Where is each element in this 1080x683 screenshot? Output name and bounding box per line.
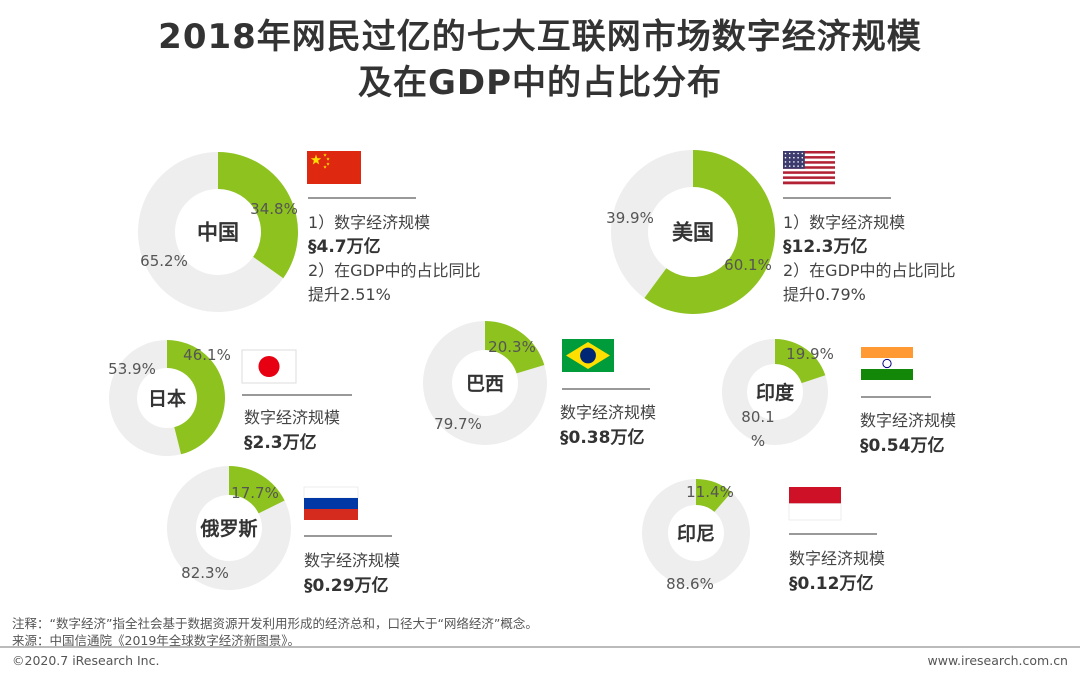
chart-title: 2018年网民过亿的七大互联网市场数字经济规模 及在GDP中的占比分布 xyxy=(0,14,1080,106)
country-name: 印尼 xyxy=(677,523,715,545)
country-group: 巴西 79.7% 20.3% 数字经济规模 §0.38万亿 xyxy=(423,321,656,448)
country-name: 美国 xyxy=(672,221,714,245)
country-name: 俄罗斯 xyxy=(199,517,257,540)
rest-slice-label: 82.3% xyxy=(181,564,229,582)
share-slice-label: 20.3% xyxy=(488,338,536,356)
indonesia-flag-icon xyxy=(788,487,842,521)
brazil-flag-icon xyxy=(562,339,614,372)
donut-rest-slice xyxy=(108,340,182,457)
donut-rest-slice xyxy=(423,321,548,445)
china-flag-icon xyxy=(307,151,361,184)
donut-share-slice xyxy=(696,479,732,512)
rest-slice-label: 88.6% xyxy=(666,575,714,593)
rest-slice-label: 39.9% xyxy=(606,209,654,227)
russia-flag-icon xyxy=(303,486,359,520)
share-slice-label: 34.8% xyxy=(250,200,298,218)
footer-divider xyxy=(0,646,1080,648)
note-text: 注释：“数字经济”指全社会基于数据资源开发利用形成的经济总和，口径大于“网络经济… xyxy=(12,616,538,631)
donut-rest-slice xyxy=(166,466,291,590)
source-text: 来源：中国信通院《2019年全球数字经济新图景》。 xyxy=(12,633,301,648)
rest-slice-label: 65.2% xyxy=(140,252,188,270)
metric-label: 1）数字经济规模 xyxy=(308,213,430,232)
country-name: 中国 xyxy=(197,221,239,245)
share-slice-label: 17.7% xyxy=(231,484,279,502)
title-line-2: 及在GDP中的占比分布 xyxy=(357,63,723,103)
donut-rest-slice xyxy=(642,479,751,587)
metric-value: §0.12万亿 xyxy=(789,573,873,594)
donut-share-slice xyxy=(775,339,826,384)
metric-label: 数字经济规模 xyxy=(560,403,656,422)
rest-slice-label: 79.7% xyxy=(434,415,482,433)
donut-share-slice xyxy=(218,152,298,279)
website-text: www.iresearch.com.cn xyxy=(927,653,1069,668)
metric-value: §2.3万亿 xyxy=(244,432,317,453)
usa-flag-icon xyxy=(783,151,835,185)
rest-slice-label: 53.9% xyxy=(108,360,156,378)
donut-share-slice xyxy=(644,150,775,314)
country-group: 印尼 88.6% 11.4% 数字经济规模 §0.12万亿 xyxy=(642,479,885,594)
share-slice-label: 60.1% xyxy=(724,256,772,274)
metric-value: §0.54万亿 xyxy=(860,435,944,456)
donut-rest-slice xyxy=(722,339,828,445)
gdp-share-label: 2）在GDP中的占比同比 xyxy=(308,261,481,280)
metric-label: 数字经济规模 xyxy=(789,549,885,568)
metric-label: 1）数字经济规模 xyxy=(783,213,905,232)
donut-rest-slice xyxy=(138,152,284,312)
donut-share-slice xyxy=(485,321,545,374)
donut-share-slice xyxy=(229,466,285,514)
india-flag-icon xyxy=(861,347,913,380)
country-group: 日本 53.9% 46.1% 数字经济规模 §2.3万亿 xyxy=(108,340,352,457)
share-slice-label: 46.1% xyxy=(183,346,231,364)
country-group: 中国 65.2% 34.8% 1）数字经济规模 §4.7万亿 2）在GDP中的占比同比提升… xyxy=(138,151,481,312)
metric-label: 数字经济规模 xyxy=(244,408,340,427)
gdp-share-value: 提升0.79% xyxy=(783,285,866,304)
country-group: 印度 80.1% 19.9% 数字经济规模 §0.54万亿 xyxy=(722,339,956,456)
title-line-1: 2018年网民过亿的七大互联网市场数字经济规模 xyxy=(158,17,922,57)
country-group: 俄罗斯 82.3% 17.7% 数字经济规模 §0.29万亿 xyxy=(166,466,400,596)
copyright-text: ©2020.7 iResearch Inc. xyxy=(12,653,160,668)
country-group: 美国 39.9% 60.1% 1）数字经济规模 §12.3万亿 2）在GDP中的占比同比提… xyxy=(606,150,956,314)
gdp-share-value: 提升2.51% xyxy=(308,285,391,304)
metric-value: §0.29万亿 xyxy=(304,575,388,596)
country-name: 印度 xyxy=(756,381,795,404)
metric-label: 数字经济规模 xyxy=(860,411,956,430)
country-name: 巴西 xyxy=(466,373,504,395)
share-slice-label: 19.9% xyxy=(786,345,834,363)
country-name: 日本 xyxy=(148,387,186,410)
metric-value: §0.38万亿 xyxy=(560,427,644,448)
metric-value: §4.7万亿 xyxy=(308,236,381,257)
gdp-share-label: 2）在GDP中的占比同比 xyxy=(783,261,956,280)
japan-flag-icon xyxy=(241,349,297,384)
donut-share-slice xyxy=(167,340,225,455)
share-slice-label: 11.4% xyxy=(686,483,734,501)
donut-rest-slice xyxy=(611,150,693,299)
metric-value: §12.3万亿 xyxy=(783,236,867,257)
metric-label: 数字经济规模 xyxy=(304,551,400,570)
rest-slice-label: 80.1 xyxy=(741,408,774,426)
rest-slice-label-unit: % xyxy=(751,432,765,450)
